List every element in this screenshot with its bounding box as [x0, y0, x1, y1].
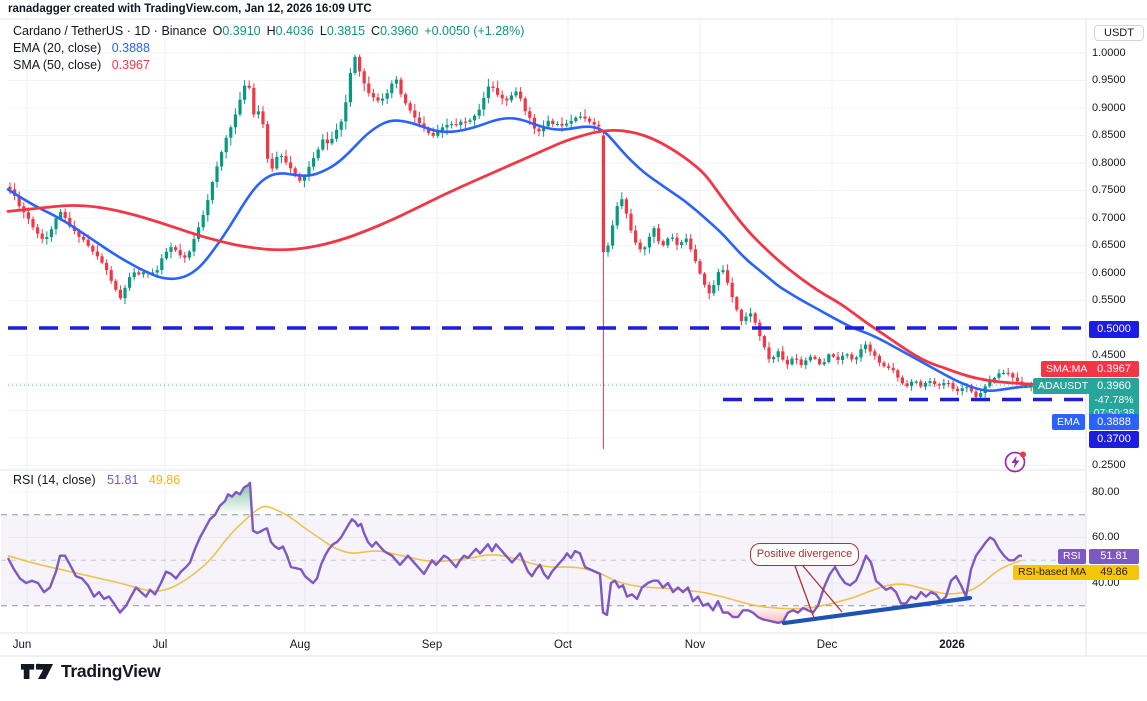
time-axis-label: Nov: [684, 639, 706, 651]
currency-unit-button[interactable]: USDT: [1094, 25, 1144, 41]
lightning-events-icon[interactable]: [1003, 449, 1029, 475]
callout-pointer: [794, 565, 815, 619]
symbol-legend-row[interactable]: Cardano / TetherUS · 1D · Binance O0.3910…: [13, 23, 524, 39]
rsi-tick-label: 60.00: [1092, 531, 1120, 543]
last-price-value: 0.3960: [1097, 380, 1131, 392]
tradingview-logo-icon: [20, 663, 54, 680]
ohlc-value: 0.3815: [326, 24, 366, 38]
price-tick-label: 0.5500: [1092, 294, 1126, 306]
price-tick-label: 0.6500: [1092, 239, 1126, 251]
rsi-value-badge[interactable]: 51.81: [1089, 549, 1139, 564]
ema-label: EMA (20, close): [13, 41, 102, 55]
symbol-title: Cardano / TetherUS · 1D · Binance: [13, 24, 207, 38]
rsi-value: 51.81: [107, 473, 139, 487]
symbol-axis-tag[interactable]: ADAUSDT: [1033, 378, 1094, 394]
rsi-ma-value-badge[interactable]: 49.86: [1089, 565, 1139, 580]
price-tick-label: 0.4500: [1092, 349, 1126, 361]
candlesticks: [8, 54, 1038, 449]
price-line-leader: [1022, 385, 1033, 387]
rsi-ma-line: [7, 505, 1022, 610]
rsi-oversold-fill: [116, 605, 125, 613]
ohlc-letter: C: [371, 24, 381, 38]
price-tick-label: 0.8500: [1092, 129, 1126, 141]
time-axis-label: Jun: [12, 639, 32, 651]
ema-price-badge[interactable]: 0.3888: [1089, 414, 1139, 430]
price-tick-label: 0.6000: [1092, 266, 1126, 279]
price-tick-label: 1.0000: [1092, 46, 1126, 59]
rsi-ma-axis-tag[interactable]: RSI-based MA: [1013, 565, 1092, 580]
change-percent: -47.78%: [1094, 394, 1134, 406]
rsi-ma-value: 49.86: [148, 473, 181, 487]
resistance-price-badge[interactable]: 0.5000: [1089, 321, 1139, 338]
ema-value: 0.3888: [111, 41, 150, 55]
price-tick-label: 0.2500: [1092, 459, 1126, 471]
price-tick-label: 0.9000: [1092, 101, 1126, 114]
sma-value: 0.3967: [111, 58, 150, 72]
ema20-line: [6, 116, 1042, 393]
ema-axis-tag[interactable]: EMA: [1052, 414, 1085, 430]
time-axis-label: Aug: [289, 639, 311, 651]
time-axis-label: Dec: [816, 639, 838, 651]
rsi-legend-row[interactable]: RSI (14, close) 51.81 49.86: [13, 473, 180, 487]
rsi-tick-label: 80.00: [1092, 485, 1120, 498]
ohlc-value: 0.3960: [380, 24, 419, 38]
positive-divergence-callout[interactable]: Positive divergence: [750, 543, 859, 566]
sma-label: SMA (50, close): [13, 58, 102, 72]
time-axis-label: Sep: [421, 639, 443, 651]
time-axis-label: Oct: [554, 639, 572, 651]
divergence-trendline: [781, 595, 973, 626]
ohlc-value: 0.4036: [275, 24, 314, 38]
price-tick-label: 0.8000: [1092, 156, 1126, 169]
main-legend: Cardano / TetherUS · 1D · Binance O0.3910…: [13, 23, 524, 74]
ohlc-letter: H: [266, 24, 276, 38]
sma-legend-row[interactable]: SMA (50, close) 0.3967: [13, 57, 524, 73]
sma-axis-tag[interactable]: SMA:MA: [1041, 361, 1093, 377]
attribution-text: ranadagger created with TradingView.com,…: [8, 3, 372, 15]
ohlc-value: 0.3910: [222, 24, 261, 38]
ohlc-values: O0.3910 H0.4036 L0.3815 C0.3960 +0.0050 (+1.…: [207, 24, 525, 38]
ema-legend-row[interactable]: EMA (20, close) 0.3888: [13, 40, 524, 56]
tradingview-logo[interactable]: TradingView: [20, 660, 161, 683]
callout-pointer: [802, 565, 843, 613]
support-price-badge[interactable]: 0.3700: [1089, 431, 1139, 448]
rsi-line: [6, 481, 1022, 624]
price-tick-label: 0.7000: [1092, 211, 1126, 224]
time-axis-label: 2026: [939, 639, 965, 651]
change-value: +0.0050 (+1.28%): [424, 24, 525, 38]
price-tick-label: 0.9500: [1092, 74, 1126, 86]
rsi-label: RSI (14, close): [13, 473, 96, 487]
time-axis-label: Jul: [152, 639, 168, 651]
sma50-line: [6, 128, 1042, 386]
price-tick-label: 0.7500: [1092, 184, 1126, 196]
ohlc-letter: O: [212, 24, 223, 38]
tradingview-logo-text: TradingView: [61, 661, 161, 681]
sma-price-badge[interactable]: 0.3967: [1089, 361, 1139, 377]
ohlc-letter: L: [319, 24, 327, 38]
rsi-axis-tag[interactable]: RSI: [1058, 549, 1086, 564]
